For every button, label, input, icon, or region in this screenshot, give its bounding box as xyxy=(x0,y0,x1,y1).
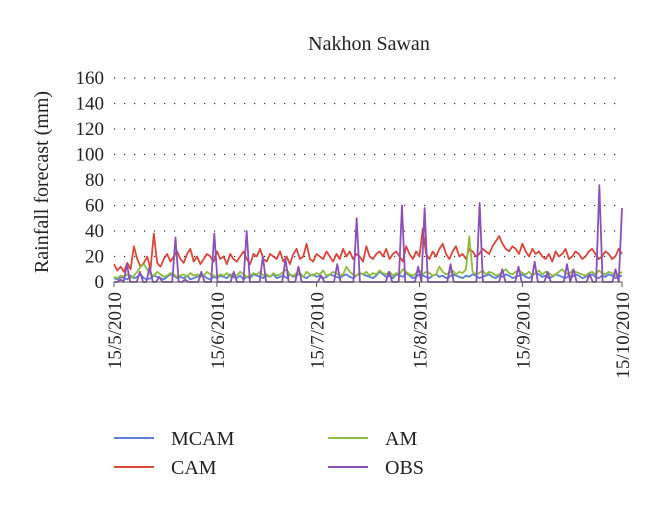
y-tick-label: 0 xyxy=(95,272,105,293)
legend: MCAM AM CAM OBS xyxy=(114,428,424,479)
x-tick-label: 15/6/2010 xyxy=(208,292,229,369)
series-line-cam xyxy=(113,227,623,273)
y-tick-label: 60 xyxy=(85,196,104,217)
chart-title: Nakhon Sawan xyxy=(308,33,430,55)
series-line-obs xyxy=(114,184,623,283)
x-tick-labels: 15/5/2010 15/6/2010 15/7/2010 15/8/2010 15/9… xyxy=(105,282,634,379)
legend-label-mcam: MCAM xyxy=(171,428,235,450)
x-tick-label: 15/5/2010 xyxy=(105,292,126,369)
y-tick-label: 160 xyxy=(76,68,105,89)
legend-label-obs: OBS xyxy=(385,457,424,479)
x-tick-label: 15/9/2010 xyxy=(513,292,534,369)
y-tick-labels: 0 20 40 60 80 100 120 140 160 xyxy=(76,68,105,293)
x-tick-label: 15/8/2010 xyxy=(410,292,431,369)
x-tick-label: 15/10/2010 xyxy=(613,292,634,379)
x-tick-label: 15/7/2010 xyxy=(308,292,329,369)
legend-label-am: AM xyxy=(385,428,417,450)
y-tick-label: 100 xyxy=(76,145,105,166)
series-lines xyxy=(113,184,623,283)
y-tick-label: 80 xyxy=(85,170,104,191)
y-tick-label: 20 xyxy=(85,247,104,268)
y-tick-label: 120 xyxy=(76,119,105,140)
y-tick-label: 40 xyxy=(85,221,104,242)
y-tick-label: 140 xyxy=(76,94,105,115)
grid-lines xyxy=(114,77,622,258)
legend-label-cam: CAM xyxy=(171,457,217,479)
series-line-am xyxy=(113,235,623,280)
y-axis-label: Rainfall forecast (mm) xyxy=(31,91,53,273)
